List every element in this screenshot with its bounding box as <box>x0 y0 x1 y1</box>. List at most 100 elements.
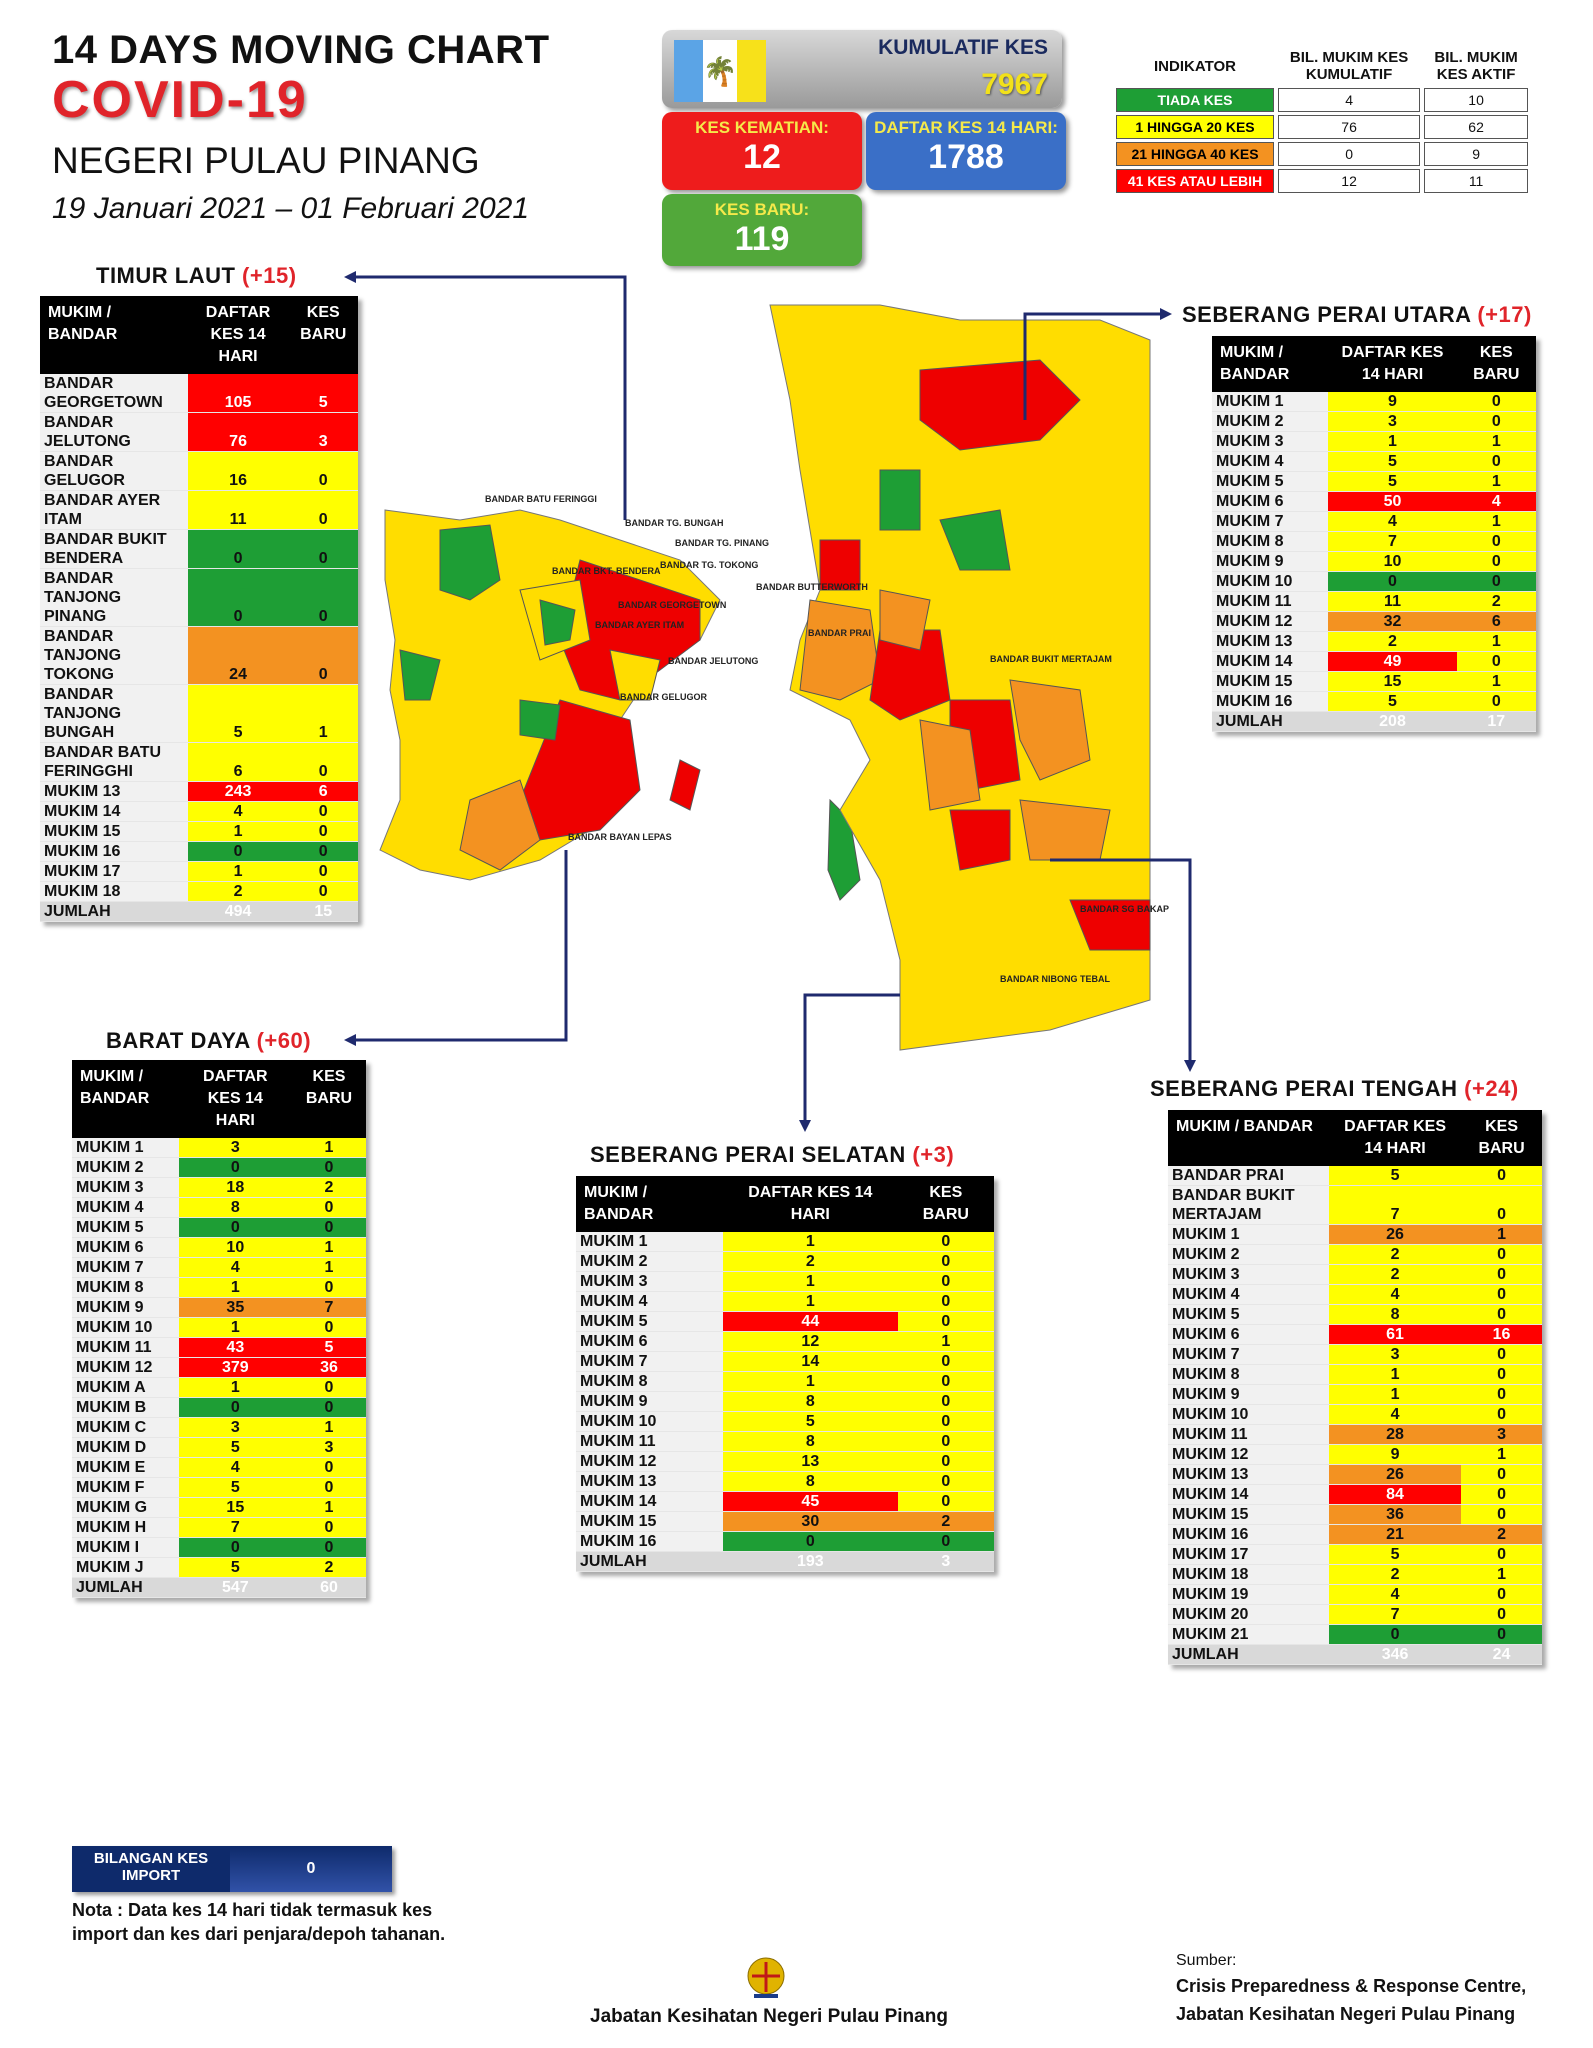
map-label-sg-bakap: BANDAR SG BAKAP <box>1080 904 1169 914</box>
total-label: JUMLAH <box>576 1551 723 1572</box>
daftar-value: 8 <box>178 1197 292 1218</box>
row-name: MUKIM E <box>72 1457 179 1478</box>
daftar-value: 5 <box>187 684 289 743</box>
baru-value: 0 <box>291 1537 366 1558</box>
connector-sps <box>803 993 900 1120</box>
row-name: MUKIM 20 <box>1168 1604 1329 1625</box>
daftar-value: 4 <box>1328 1404 1462 1425</box>
baru-box: KES BARU: 119 <box>662 194 862 266</box>
baru-value: 0 <box>291 1457 366 1478</box>
total-label: JUMLAH <box>72 1577 179 1598</box>
row-name: MUKIM 17 <box>40 861 188 882</box>
map-label-jelutong: BANDAR JELUTONG <box>668 656 758 666</box>
daftar-value: 28 <box>1328 1424 1462 1445</box>
baru-value: 0 <box>1461 1624 1542 1645</box>
row-name: MUKIM 7 <box>576 1351 723 1372</box>
table-row: MUKIM 17 1 0 <box>40 861 358 882</box>
indicator-table: INDIKATOR BIL. MUKIM KES KUMULATIF BIL. … <box>1112 44 1532 196</box>
row-name: MUKIM 15 <box>576 1511 723 1532</box>
island-map <box>379 509 861 901</box>
daftar-value: 7 <box>1328 1185 1462 1225</box>
table-header-row: MUKIM / BANDAR DAFTAR KES 14 HARI KES BARU <box>72 1060 366 1138</box>
penang-flag-icon: 🌴 <box>674 40 766 102</box>
row-name: MUKIM 17 <box>1168 1544 1329 1565</box>
barat-daya-title: BARAT DAYA (+60) <box>106 1028 311 1054</box>
daftar-value: 0 <box>1328 571 1457 592</box>
row-name: MUKIM 1 <box>576 1232 723 1252</box>
baru-value: 1 <box>897 1331 994 1352</box>
daftar-value: 4 <box>178 1457 292 1478</box>
import-value: 0 <box>230 1846 392 1892</box>
baru-value: 0 <box>897 1531 994 1552</box>
row-name: MUKIM 6 <box>576 1331 723 1352</box>
row-name: MUKIM 11 <box>1212 591 1329 612</box>
table-row: BANDAR GEORGETOWN 105 5 <box>40 374 358 413</box>
daftar-value: 1 <box>722 1371 898 1392</box>
baru-value: 0 <box>291 1517 366 1538</box>
baru-value: 0 <box>288 801 358 822</box>
baru-value: 5 <box>291 1337 366 1358</box>
baru-value: 16 <box>1461 1324 1542 1345</box>
row-name: MUKIM 13 <box>576 1471 723 1492</box>
baru-value: 0 <box>897 1411 994 1432</box>
connector-timur-laut <box>356 275 627 520</box>
row-name: MUKIM 5 <box>1168 1304 1329 1325</box>
daftar-value: 1 <box>1328 431 1457 452</box>
daftar-value: 9 <box>1328 1444 1462 1465</box>
kematian-value: 12 <box>743 138 781 176</box>
column-header: KES BARU <box>291 1060 366 1138</box>
baru-value: 2 <box>897 1511 994 1532</box>
daftar-value: 21 <box>1328 1524 1462 1545</box>
ind-cat-1: 1 HINGGA 20 KES <box>1116 115 1274 139</box>
baru-value: 0 <box>291 1277 366 1298</box>
baru-value: 7 <box>291 1297 366 1318</box>
baru-value: 2 <box>291 1557 366 1578</box>
table-row: BANDAR AYER ITAM 11 0 <box>40 490 358 530</box>
table-row: MUKIM 11 8 0 <box>576 1431 994 1452</box>
baru-value: 1 <box>1456 471 1536 492</box>
table-row: BANDAR TANJONG PINANG 0 0 <box>40 568 358 627</box>
sps-table: MUKIM / BANDAR DAFTAR KES 14 HARI KES BARU… <box>576 1176 994 1572</box>
baru-value: 0 <box>1456 551 1536 572</box>
daftar-value: 1 <box>178 1277 292 1298</box>
row-name: MUKIM 19 <box>1168 1584 1329 1605</box>
daftar-value: 1 <box>1328 1364 1462 1385</box>
table-row: MUKIM 12 32 6 <box>1212 611 1536 632</box>
ind-cat-3: 41 KES ATAU LEBIH <box>1116 169 1274 193</box>
total-row: JUMLAH 208 17 <box>1212 711 1536 732</box>
row-name: MUKIM 12 <box>1168 1444 1329 1465</box>
table-row: MUKIM 18 2 1 <box>1168 1564 1542 1585</box>
table-row: MUKIM 17 5 0 <box>1168 1544 1542 1565</box>
total-daftar: 346 <box>1328 1644 1462 1665</box>
daftar-value: 2 <box>1328 631 1457 652</box>
daftar-value: 45 <box>722 1491 898 1512</box>
baru-value: 0 <box>1456 451 1536 472</box>
baru-value: 4 <box>1456 491 1536 512</box>
baru-value: 2 <box>291 1177 366 1198</box>
daftar-value: 26 <box>1328 1464 1462 1485</box>
table-row: MUKIM 6 12 1 <box>576 1331 994 1352</box>
table-header-row: MUKIM / BANDAR DAFTAR KES 14 HARI KES BARU <box>1168 1110 1542 1166</box>
row-name: MUKIM 9 <box>1212 551 1329 572</box>
table-header-row: MUKIM / BANDAR DAFTAR KES 14 HARI KES BARU <box>40 296 358 374</box>
ind-header-aktif: BIL. MUKIM KES AKTIF <box>1434 49 1518 83</box>
connector-spt <box>1050 858 1192 1060</box>
map-label-butterworth: BANDAR BUTTERWORTH <box>756 582 868 592</box>
baru-value: 0 <box>291 1317 366 1338</box>
row-name: MUKIM 10 <box>576 1411 723 1432</box>
barat-daya-name: BARAT DAYA <box>106 1028 250 1053</box>
baru-value: 0 <box>1456 651 1536 672</box>
table-row: MUKIM 13 26 0 <box>1168 1464 1542 1485</box>
daftar-value: 105 <box>187 374 289 413</box>
daftar-value: 243 <box>187 781 289 802</box>
daftar-value: 5 <box>1328 1544 1462 1565</box>
daftar-value: 12 <box>722 1331 898 1352</box>
